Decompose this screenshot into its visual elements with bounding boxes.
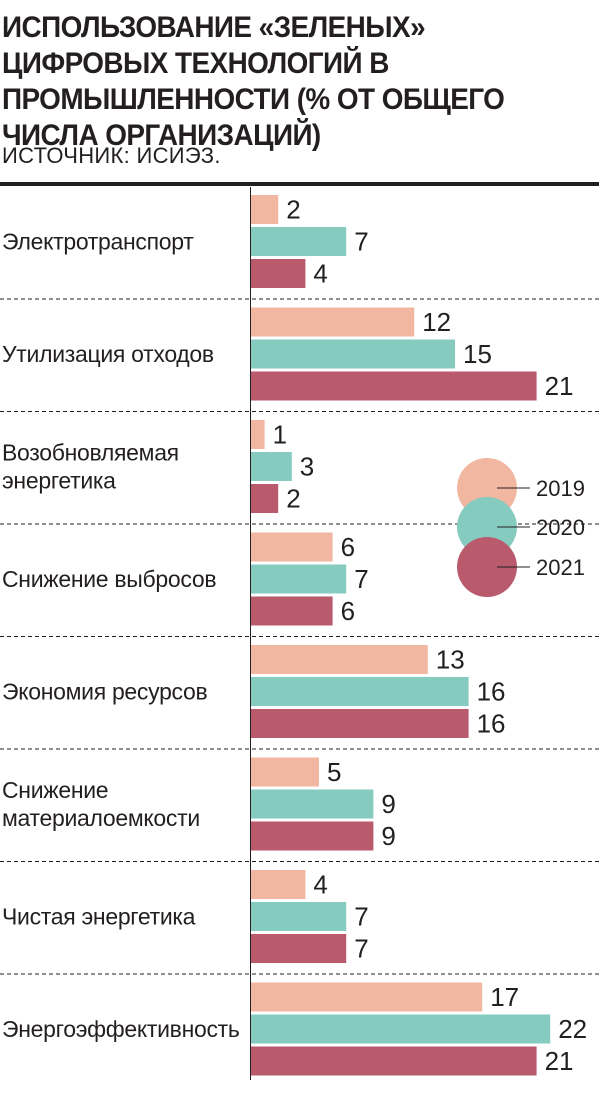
data-label: 16 bbox=[477, 677, 506, 707]
bar-2021 bbox=[251, 484, 279, 513]
bar-2019 bbox=[251, 982, 483, 1012]
bar-2021 bbox=[251, 259, 306, 288]
data-label: 21 bbox=[545, 371, 574, 401]
data-label: 4 bbox=[313, 870, 327, 900]
data-label: 7 bbox=[354, 227, 368, 257]
chart-source: ИСТОЧНИК: ИСИЭЗ. bbox=[2, 143, 221, 168]
bar-2021 bbox=[251, 1046, 537, 1076]
legend-label: 2020 bbox=[536, 515, 585, 540]
bar-2019 bbox=[251, 757, 319, 787]
bar-2021 bbox=[251, 371, 537, 401]
data-label: 16 bbox=[477, 709, 506, 739]
data-label: 7 bbox=[354, 902, 368, 932]
data-label: 13 bbox=[436, 645, 465, 675]
data-label: 2 bbox=[286, 484, 300, 514]
bar-2020 bbox=[251, 339, 455, 369]
data-label: 17 bbox=[490, 982, 519, 1012]
data-label: 15 bbox=[463, 339, 492, 369]
data-label: 1 bbox=[273, 420, 287, 450]
bar-2019 bbox=[251, 645, 428, 674]
bar-2020 bbox=[251, 789, 374, 819]
bar-2019 bbox=[251, 307, 415, 337]
data-label: 5 bbox=[327, 757, 341, 787]
bar-2019 bbox=[251, 195, 279, 224]
data-label: 22 bbox=[558, 1014, 587, 1044]
data-label: 7 bbox=[354, 564, 368, 594]
data-label: 9 bbox=[381, 821, 395, 851]
bar-2021 bbox=[251, 709, 469, 738]
bar-2019 bbox=[251, 532, 333, 562]
data-label: 4 bbox=[313, 259, 327, 289]
bar-2019 bbox=[251, 870, 306, 899]
bar-2020 bbox=[251, 677, 469, 706]
bar-2021 bbox=[251, 596, 333, 626]
category-label: Энергоэффективность bbox=[2, 1016, 240, 1042]
legend-swatch-2021 bbox=[457, 537, 517, 597]
category-label: энергетика bbox=[2, 468, 116, 494]
bar-2020 bbox=[251, 902, 347, 931]
data-label: 3 bbox=[300, 452, 314, 482]
data-label: 21 bbox=[545, 1046, 574, 1076]
category-label: Снижение bbox=[2, 777, 108, 803]
category-label: Чистая энергетика bbox=[2, 904, 196, 930]
data-label: 2 bbox=[286, 195, 300, 225]
title-rule bbox=[0, 182, 599, 186]
bar-2020 bbox=[251, 227, 347, 256]
legend-label: 2019 bbox=[536, 476, 585, 501]
data-label: 9 bbox=[381, 789, 395, 819]
category-label: материалоемкости bbox=[2, 805, 200, 831]
bar-2021 bbox=[251, 821, 374, 851]
bar-2020 bbox=[251, 1014, 551, 1044]
category-label: Электротранспорт bbox=[2, 229, 194, 255]
data-label: 7 bbox=[354, 934, 368, 964]
chart-title: ИСПОЛЬЗОВАНИЕ «ЗЕЛЕНЫХ» ЦИФРОВЫХ ТЕХНОЛО… bbox=[2, 11, 505, 152]
category-label: Возобновляемая bbox=[2, 440, 179, 466]
bar-2019 bbox=[251, 420, 265, 449]
category-label: Снижение выбросов bbox=[2, 566, 216, 592]
category-label: Утилизация отходов bbox=[2, 341, 214, 367]
category-label: Экономия ресурсов bbox=[2, 679, 208, 705]
data-label: 6 bbox=[341, 532, 355, 562]
bar-2020 bbox=[251, 564, 347, 594]
legend-label: 2021 bbox=[536, 555, 585, 580]
bar-2020 bbox=[251, 452, 292, 481]
data-label: 6 bbox=[341, 596, 355, 626]
bar-2021 bbox=[251, 934, 347, 963]
data-label: 12 bbox=[422, 307, 451, 337]
